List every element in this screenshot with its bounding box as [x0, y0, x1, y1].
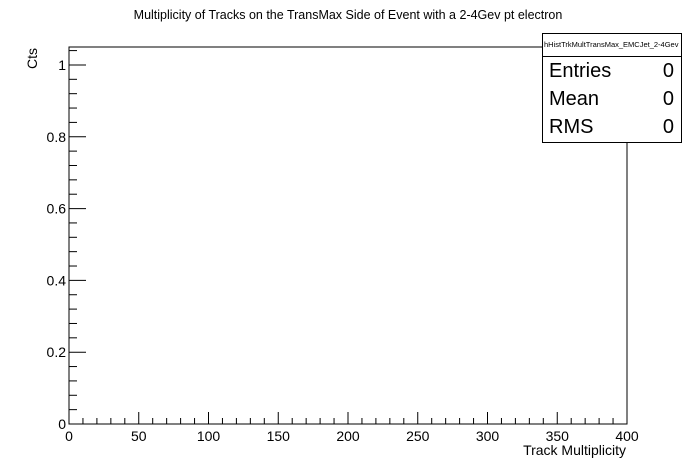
x-axis-label: Track Multiplicity	[523, 442, 626, 458]
x-tick-label: 250	[406, 428, 430, 444]
y-tick-label: 0.2	[47, 344, 67, 360]
y-tick-label: 1	[58, 57, 66, 73]
chart-title: Multiplicity of Tracks on the TransMax S…	[133, 8, 563, 22]
stats-entries-label: Entries	[549, 60, 612, 82]
y-axis: 0 0.2 0.4 0.6 0.8 1	[47, 50, 86, 432]
x-tick-label: 50	[131, 428, 147, 444]
stats-histogram-name: hHistTrkMultTransMax_EMCJet_2-4Gev	[543, 34, 681, 57]
stats-rms-row: RMS 0	[543, 113, 681, 141]
y-tick-label: 0.6	[47, 201, 67, 217]
x-tick-label: 300	[476, 428, 500, 444]
y-tick-label: 0	[58, 416, 66, 432]
x-tick-label: 350	[546, 428, 570, 444]
stats-mean-value: 0	[662, 88, 674, 110]
stats-entries-value: 0	[662, 60, 674, 82]
stats-box: hHistTrkMultTransMax_EMCJet_2-4Gev Entri…	[542, 33, 682, 143]
x-tick-label: 400	[615, 428, 639, 444]
stats-rms-label: RMS	[549, 116, 594, 138]
stats-mean-row: Mean 0	[543, 85, 681, 113]
stats-rms-value: 0	[662, 116, 674, 138]
x-tick-label: 200	[336, 428, 360, 444]
x-tick-label: 0	[65, 428, 73, 444]
y-tick-label: 0.8	[47, 129, 67, 145]
y-axis-label: Cts	[24, 48, 40, 69]
x-axis: 0 50 100 150 200 250 300 350 400	[65, 412, 639, 444]
x-tick-label: 100	[197, 428, 221, 444]
stats-entries-row: Entries 0	[543, 57, 681, 85]
x-tick-label: 150	[267, 428, 291, 444]
stats-mean-label: Mean	[549, 88, 600, 110]
y-tick-label: 0.4	[47, 272, 67, 288]
